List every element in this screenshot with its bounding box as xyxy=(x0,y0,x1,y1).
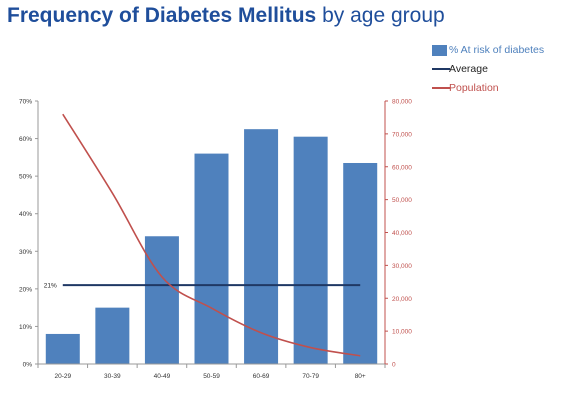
y-right-tick-label: 0 xyxy=(392,362,396,369)
y-left-tick-label: 60% xyxy=(19,136,32,143)
x-tick-label: 60-69 xyxy=(253,373,270,380)
x-tick-label: 50-59 xyxy=(203,373,220,380)
bar-60-69 xyxy=(244,129,279,364)
x-tick-label: 80+ xyxy=(355,373,366,380)
bar-40-49 xyxy=(144,236,179,364)
legend-label-population: Population xyxy=(449,82,499,94)
bar-30-39 xyxy=(95,307,130,364)
y-right-tick-label: 20,000 xyxy=(392,296,412,303)
bar-70-79 xyxy=(293,136,328,364)
bar-50-59 xyxy=(194,153,229,364)
x-tick-label: 30-39 xyxy=(104,373,121,380)
legend-swatch-average xyxy=(432,68,450,70)
chart-title-rest: by age group xyxy=(322,4,445,27)
chart-title: Frequency of Diabetes Mellitus by age gr… xyxy=(7,4,445,28)
y-left-tick-label: 10% xyxy=(19,324,32,331)
legend-label-average: Average xyxy=(449,63,488,75)
chart-title-bold: Frequency of Diabetes Mellitus xyxy=(7,4,317,27)
y-left-tick-label: 30% xyxy=(19,249,32,256)
legend-label-at-risk: % At risk of diabetes xyxy=(449,44,545,56)
legend-swatch-bar xyxy=(432,45,447,56)
y-right-tick-label: 30,000 xyxy=(392,263,412,270)
y-left-tick-label: 70% xyxy=(19,99,32,106)
y-right-tick-label: 60,000 xyxy=(392,164,412,171)
x-tick-label: 40-49 xyxy=(154,373,171,380)
y-left-tick-label: 40% xyxy=(19,211,32,218)
bar-80+ xyxy=(343,162,378,364)
average-label: 21% xyxy=(44,283,57,290)
x-tick-label: 70-79 xyxy=(302,373,319,380)
population-line xyxy=(62,113,361,357)
legend-swatch-population xyxy=(432,87,450,89)
x-tick-label: 20-29 xyxy=(54,373,71,380)
bar-20-29 xyxy=(45,333,80,364)
y-right-tick-label: 80,000 xyxy=(392,99,412,106)
y-left-tick-label: 50% xyxy=(19,174,32,181)
y-right-tick-label: 50,000 xyxy=(392,197,412,204)
y-right-tick-label: 70,000 xyxy=(392,131,412,138)
y-left-tick-label: 0% xyxy=(23,362,33,369)
y-left-tick-label: 20% xyxy=(19,286,32,293)
y-right-tick-label: 10,000 xyxy=(392,329,412,336)
y-right-tick-label: 40,000 xyxy=(392,230,412,237)
